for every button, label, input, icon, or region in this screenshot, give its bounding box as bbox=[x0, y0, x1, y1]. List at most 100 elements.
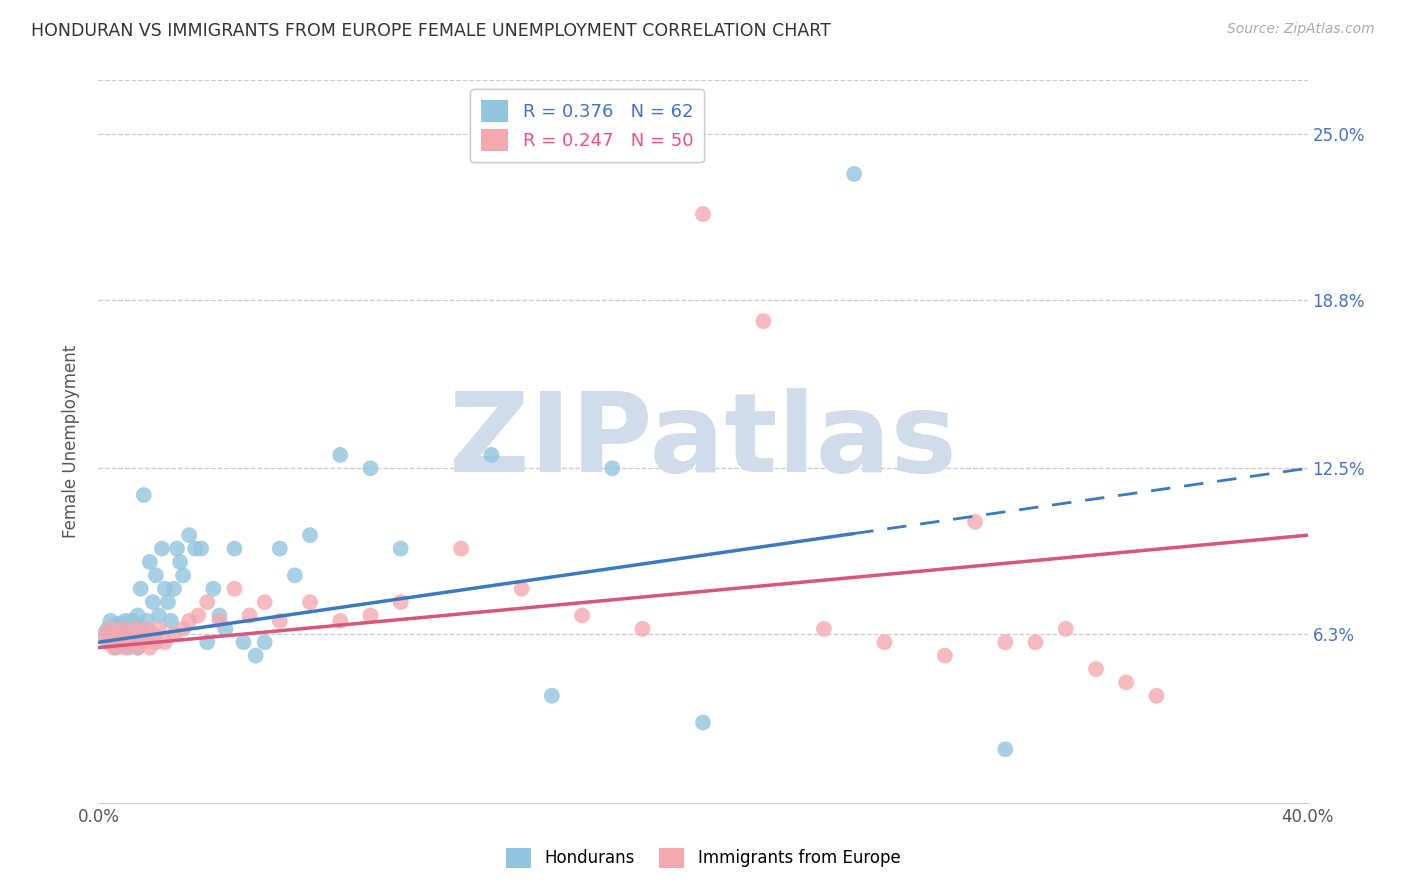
Point bbox=[135, 614, 157, 628]
Point bbox=[844, 167, 866, 181]
Point bbox=[253, 595, 276, 609]
Point bbox=[224, 541, 246, 556]
Point bbox=[163, 627, 186, 641]
Point bbox=[1054, 622, 1077, 636]
Point bbox=[105, 627, 128, 641]
Point bbox=[118, 627, 141, 641]
Point bbox=[121, 635, 143, 649]
Point bbox=[96, 635, 118, 649]
Point bbox=[108, 627, 131, 641]
Point bbox=[179, 614, 201, 628]
Point bbox=[389, 541, 412, 556]
Text: Source: ZipAtlas.com: Source: ZipAtlas.com bbox=[1227, 22, 1375, 37]
Point bbox=[360, 461, 382, 475]
Point bbox=[132, 630, 155, 644]
Point bbox=[145, 568, 167, 582]
Point bbox=[253, 635, 276, 649]
Point bbox=[148, 608, 170, 623]
Point bbox=[103, 619, 125, 633]
Point bbox=[153, 582, 176, 596]
Point bbox=[208, 614, 231, 628]
Point bbox=[172, 568, 194, 582]
Point bbox=[510, 582, 533, 596]
Point bbox=[202, 582, 225, 596]
Point bbox=[245, 648, 267, 663]
Point bbox=[111, 635, 134, 649]
Point bbox=[1115, 675, 1137, 690]
Point bbox=[239, 608, 262, 623]
Point bbox=[160, 614, 183, 628]
Point bbox=[156, 595, 179, 609]
Text: HONDURAN VS IMMIGRANTS FROM EUROPE FEMALE UNEMPLOYMENT CORRELATION CHART: HONDURAN VS IMMIGRANTS FROM EUROPE FEMAL… bbox=[31, 22, 831, 40]
Point bbox=[269, 614, 291, 628]
Point bbox=[129, 582, 152, 596]
Point bbox=[692, 715, 714, 730]
Point bbox=[114, 640, 136, 655]
Point bbox=[195, 595, 218, 609]
Point bbox=[232, 635, 254, 649]
Point bbox=[114, 630, 136, 644]
Point bbox=[994, 635, 1017, 649]
Point bbox=[108, 635, 131, 649]
Point bbox=[145, 635, 167, 649]
Point bbox=[602, 461, 624, 475]
Point bbox=[631, 622, 654, 636]
Point bbox=[100, 622, 122, 636]
Point bbox=[100, 635, 122, 649]
Legend: R = 0.376   N = 62, R = 0.247   N = 50: R = 0.376 N = 62, R = 0.247 N = 50 bbox=[470, 89, 704, 162]
Point bbox=[184, 541, 207, 556]
Y-axis label: Female Unemployment: Female Unemployment bbox=[62, 345, 80, 538]
Point bbox=[752, 314, 775, 328]
Point bbox=[190, 541, 212, 556]
Point bbox=[96, 622, 118, 636]
Point bbox=[166, 541, 188, 556]
Point bbox=[195, 635, 218, 649]
Point bbox=[299, 528, 322, 542]
Point bbox=[934, 648, 956, 663]
Point bbox=[153, 635, 176, 649]
Point bbox=[873, 635, 896, 649]
Point bbox=[100, 614, 122, 628]
Point bbox=[1024, 635, 1046, 649]
Point bbox=[360, 608, 382, 623]
Point bbox=[1144, 689, 1167, 703]
Point bbox=[139, 640, 162, 655]
Point bbox=[121, 630, 143, 644]
Point bbox=[124, 622, 146, 636]
Point bbox=[135, 622, 157, 636]
Point bbox=[103, 640, 125, 655]
Point bbox=[172, 622, 194, 636]
Point bbox=[450, 541, 472, 556]
Point bbox=[142, 627, 165, 641]
Point bbox=[208, 608, 231, 623]
Point bbox=[1085, 662, 1108, 676]
Point bbox=[103, 630, 125, 644]
Point bbox=[127, 640, 149, 655]
Point bbox=[813, 622, 835, 636]
Point bbox=[118, 640, 141, 655]
Point bbox=[139, 555, 162, 569]
Point bbox=[118, 622, 141, 636]
Point bbox=[224, 582, 246, 596]
Point bbox=[142, 595, 165, 609]
Point bbox=[111, 622, 134, 636]
Point bbox=[169, 555, 191, 569]
Point bbox=[187, 608, 209, 623]
Point bbox=[124, 622, 146, 636]
Point bbox=[132, 635, 155, 649]
Point bbox=[93, 627, 115, 641]
Point bbox=[124, 635, 146, 649]
Point bbox=[179, 528, 201, 542]
Point bbox=[108, 616, 131, 631]
Point bbox=[299, 595, 322, 609]
Point bbox=[111, 622, 134, 636]
Point bbox=[329, 448, 352, 462]
Point bbox=[994, 742, 1017, 756]
Point bbox=[329, 614, 352, 628]
Legend: Hondurans, Immigrants from Europe: Hondurans, Immigrants from Europe bbox=[499, 841, 907, 875]
Point bbox=[163, 582, 186, 596]
Point bbox=[214, 622, 236, 636]
Point bbox=[389, 595, 412, 609]
Point bbox=[129, 622, 152, 636]
Point bbox=[150, 541, 173, 556]
